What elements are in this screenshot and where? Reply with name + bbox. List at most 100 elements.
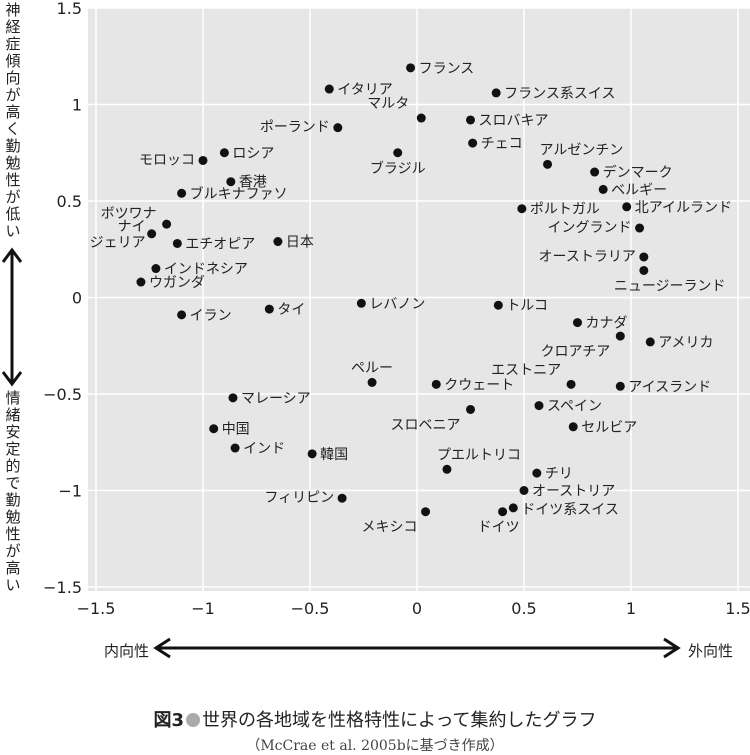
data-point-label: クロアチア (541, 344, 611, 360)
data-point-label: セルビア (581, 420, 637, 436)
data-point (209, 424, 219, 434)
y-axis-label-bottom: 情緒安定的で勤勉性が高い (5, 389, 21, 594)
y-tick-label: 1.5 (57, 0, 82, 18)
data-point-label: エストニア (491, 362, 561, 378)
data-point-label: ウガンダ (149, 275, 205, 291)
data-point (356, 298, 366, 308)
bullet-icon (185, 713, 200, 727)
data-point-label: アルゼンチン (540, 142, 624, 158)
data-point-label: 韓国 (320, 447, 348, 463)
y-tick-label: −1 (58, 482, 82, 501)
arrow-up-icon (1, 247, 23, 263)
x-tick-label: −1 (191, 599, 215, 618)
data-point-label: 香港 (239, 175, 267, 191)
data-point-label: チェコ (481, 136, 523, 152)
y-tick-label: −1.5 (43, 578, 82, 597)
data-point (491, 88, 501, 98)
y-tick-label: 0 (72, 289, 82, 308)
data-point (226, 177, 236, 187)
data-point-label: イラン (190, 308, 232, 324)
data-point (639, 252, 649, 262)
data-point-label: モロッコ (139, 152, 195, 168)
data-point (406, 63, 416, 73)
data-point (324, 84, 334, 94)
data-point (568, 422, 578, 432)
data-point-label: スロベニア (391, 417, 461, 433)
data-point (622, 202, 632, 212)
data-point (219, 148, 229, 158)
data-point-label: カナダ (586, 316, 628, 332)
data-point (543, 159, 553, 169)
data-point-label: イングランド (548, 220, 632, 236)
data-point (639, 265, 649, 275)
data-point (162, 219, 172, 229)
data-point-label: スロバキア (479, 113, 549, 129)
data-point (230, 443, 240, 453)
data-point (337, 493, 347, 503)
data-point-label: イタリア (337, 82, 392, 98)
data-point (147, 229, 157, 239)
arrow-right-icon (663, 637, 681, 659)
data-point (273, 237, 283, 247)
data-point-label: ナイジェリア (90, 219, 146, 251)
data-point (367, 377, 377, 387)
data-point-label: ブラジル (370, 160, 426, 177)
data-point (177, 310, 187, 320)
data-point (416, 113, 426, 123)
data-point (517, 204, 527, 214)
data-point (172, 238, 182, 248)
data-point (198, 155, 208, 165)
y-tick-label: 0.5 (57, 192, 82, 211)
data-point-label: 中国 (222, 422, 250, 438)
x-axis-label-right: 外向性 (688, 642, 734, 660)
data-point (151, 264, 161, 274)
data-point (493, 300, 503, 310)
data-point (264, 304, 274, 314)
data-point-label: ロシア (232, 146, 274, 162)
data-point-label: クウェート (444, 377, 514, 393)
figure-title: 世界の各地域を性格特性によって集約したグラフ (201, 710, 597, 731)
data-point (442, 464, 452, 474)
data-point-label: チリ (545, 466, 573, 482)
figure-source: （McCrae et al. 2005bに基づき作成） (246, 738, 504, 754)
x-tick-label: 1.5 (725, 599, 750, 618)
x-tick-label: 0.5 (511, 599, 536, 618)
data-point-label: マルタ (367, 96, 409, 112)
x-axis-label-left: 内向性 (104, 642, 150, 660)
data-point-label: ブルキナファソ (190, 185, 288, 202)
data-point-label: ポルトガル (530, 202, 600, 218)
figure-number: 図3 (153, 710, 184, 731)
data-point (534, 401, 544, 411)
data-point-label: オーストラリア (539, 249, 636, 265)
x-tick-label: −0.5 (291, 599, 330, 618)
data-point (519, 486, 529, 495)
data-point (431, 379, 441, 389)
data-point (532, 468, 542, 478)
y-axis-label-top: 神経症傾向が高く勤勉性が低い (5, 1, 21, 240)
data-point-label: アイスランド (628, 379, 711, 395)
data-point-label: スペイン (547, 399, 602, 415)
data-point-label: ボツワナ (101, 206, 157, 222)
data-point (421, 507, 431, 517)
scatter-plot: −1.5 −1 −0.5 0 0.5 1 1.5 1.5 1 0.5 0 −0.5 −1 −1.5 フランス… (1, 0, 750, 659)
data-point (136, 277, 146, 287)
data-point-label: ペルー (351, 360, 393, 376)
data-point (333, 123, 343, 133)
y-tick-label: 1 (72, 96, 82, 115)
data-point-label: 日本 (286, 235, 314, 251)
arrow-left-icon (153, 637, 171, 659)
data-point (590, 167, 600, 177)
data-point-label: トルコ (506, 298, 548, 314)
data-point (498, 507, 508, 517)
data-point-label: ドイツ系スイス (521, 502, 619, 518)
data-point (615, 331, 625, 341)
data-point-label: インドネシア (164, 262, 248, 278)
data-point (566, 379, 576, 389)
data-point (598, 184, 608, 194)
x-tick-label: 1 (626, 599, 636, 618)
data-point (466, 404, 475, 414)
data-point-label: インド (243, 441, 285, 457)
data-point (468, 138, 478, 148)
data-point-label: デンマーク (603, 164, 673, 181)
